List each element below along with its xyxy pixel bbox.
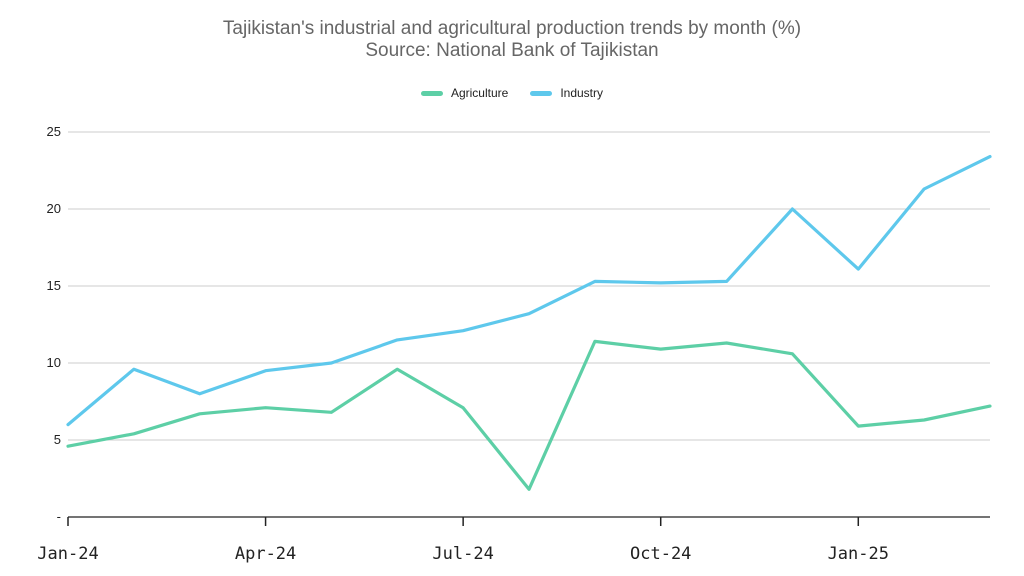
chart-title-block: Tajikistan's industrial and agricultural…: [0, 18, 1024, 62]
x-tick-label: Jan-25: [828, 544, 889, 564]
y-tick-label: 15: [47, 278, 61, 293]
legend-swatch-agriculture: [420, 90, 443, 96]
y-tick-label: 20: [47, 201, 61, 216]
y-tick-label: -: [57, 509, 61, 524]
x-tick-label: Apr-24: [235, 544, 296, 564]
x-tick-label: Jul-24: [432, 544, 493, 564]
y-tick-label: 10: [47, 355, 61, 370]
legend: Agriculture Industry: [0, 86, 1024, 100]
legend-label-industry: Industry: [560, 86, 604, 100]
series-line-industry: [66, 155, 992, 427]
chart-title: Tajikistan's industrial and agricultural…: [222, 18, 802, 39]
legend-swatch-industry: [530, 90, 553, 96]
legend-label-agriculture: Agriculture: [450, 86, 509, 100]
x-tick-label: Jan-24: [37, 544, 98, 564]
x-tick-label: Oct-24: [630, 544, 691, 564]
y-tick-label: 5: [54, 432, 61, 447]
legend-item-agriculture[interactable]: Agriculture: [420, 86, 509, 100]
chart-subtitle: Source: National Bank of Tajikistan: [365, 40, 659, 61]
y-tick-label: 25: [47, 124, 61, 139]
series-line-agriculture: [66, 339, 992, 491]
legend-item-industry[interactable]: Industry: [530, 86, 603, 100]
